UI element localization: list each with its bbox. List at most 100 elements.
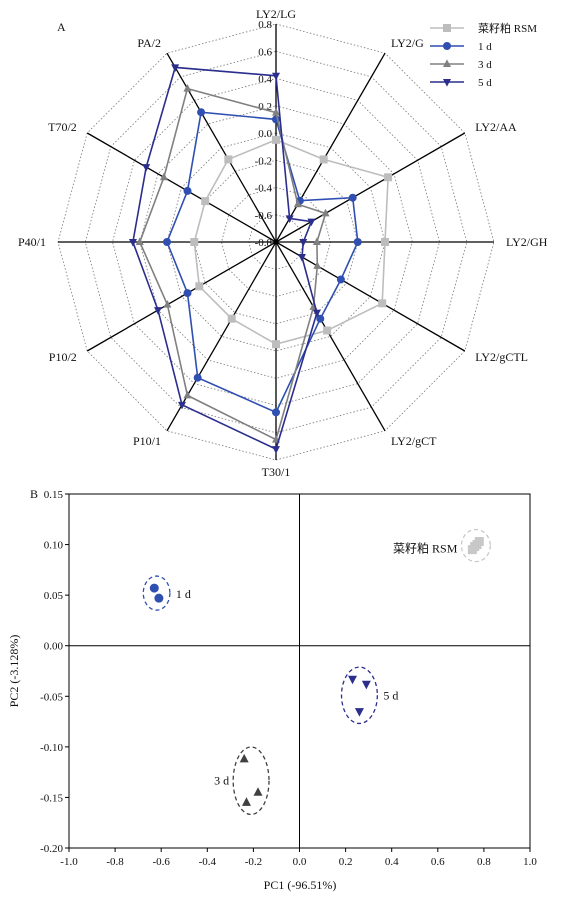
y-tick-label: -0.10 [40, 742, 63, 754]
zero-lines [69, 494, 530, 848]
axis-label: LY2/GH [506, 235, 548, 249]
spoke [275, 52, 386, 243]
panel-label-a: A [57, 20, 66, 34]
radar-chart: A 0.8 0.6 0.4 0.2 0.0 -0.2 -0.4 -0.6 -0.8 LY2/LG… [18, 7, 548, 479]
x-tick-label: -0.4 [199, 856, 217, 868]
data-point [193, 373, 202, 382]
legend: 菜籽粕 RSM 1 d 3 d 5 d [430, 21, 537, 89]
axis-label: LY2/AA [475, 120, 517, 134]
axis-label: P10/2 [49, 350, 77, 364]
radar-tick-label: 0.8 [258, 19, 272, 31]
axis-label: T30/1 [262, 465, 291, 479]
data-point [135, 237, 144, 245]
scatter-point [470, 542, 480, 552]
x-tick-label: 0.0 [293, 856, 307, 868]
data-point [272, 446, 280, 454]
data-point [195, 282, 204, 291]
pca-scatter: B -1.0 -0.8 -0.6 -0.4 -0.2 0.0 0.2 0.4 0.6 0.8 1.0… [7, 487, 537, 892]
data-point [159, 172, 168, 181]
x-tick-label: -0.8 [106, 856, 124, 868]
y-tick-label: -0.15 [40, 792, 63, 804]
data-point [313, 261, 322, 269]
data-point [142, 164, 151, 172]
radar-tick-label: 0.0 [258, 128, 272, 140]
group-ellipse [142, 575, 171, 611]
y-tick-label: 0.05 [44, 590, 64, 602]
x-tick-label: 0.8 [477, 856, 491, 868]
legend-entry: 1 d [478, 41, 492, 53]
x-tick-label: -0.2 [245, 856, 262, 868]
spoke [275, 132, 466, 243]
scatter-point [348, 675, 358, 685]
data-point [163, 238, 171, 246]
panel-label-b: B [30, 487, 38, 501]
data-point [319, 155, 328, 164]
scatter-point [239, 753, 249, 763]
spoke [275, 241, 386, 432]
x-ticks: -1.0 -0.8 -0.6 -0.4 -0.2 0.0 0.2 0.4 0.6 0.8 1.0 [60, 848, 537, 868]
radar-tick-label: -0.8 [255, 237, 273, 249]
y-tick-label: 0.10 [44, 540, 64, 552]
data-point [272, 340, 280, 349]
legend-marker [443, 59, 451, 67]
series-line [138, 87, 327, 441]
spoke [275, 241, 466, 352]
data-point [312, 309, 321, 318]
radar-tick-label: -0.4 [255, 183, 273, 195]
grid-ring [57, 23, 495, 461]
radar-tick-label: 0.6 [258, 46, 272, 58]
axis-label: LY2/gCT [391, 434, 437, 448]
data-point [381, 238, 389, 246]
data-point [272, 135, 280, 144]
data-point [201, 197, 210, 206]
data-point [183, 390, 192, 399]
x-tick-label: 0.6 [431, 856, 445, 868]
data-point [378, 299, 387, 308]
spoke [166, 241, 277, 432]
data-point [183, 84, 192, 92]
data-point [353, 238, 362, 246]
scatter-point [354, 708, 364, 717]
axis-label: P40/1 [18, 235, 46, 249]
data-point [348, 193, 357, 202]
group-label: 1 d [176, 587, 191, 601]
data-point [321, 208, 330, 217]
legend-marker [443, 42, 451, 50]
data-point [316, 314, 325, 323]
axis-label: LY2/G [391, 36, 424, 50]
data-point [190, 238, 199, 246]
radar-tick-label: 0.2 [258, 101, 272, 113]
group-ellipse [340, 666, 378, 725]
data-point [336, 275, 345, 284]
scatter-point [154, 593, 164, 603]
data-point [171, 64, 180, 72]
series-triangle-down [128, 64, 321, 454]
data-point [272, 107, 280, 116]
radar-series [128, 64, 393, 454]
series-square [190, 135, 393, 349]
scatter-point [361, 680, 371, 690]
data-point [197, 108, 206, 117]
axis-label: LY2/LG [256, 7, 296, 21]
spoke [86, 132, 277, 243]
data-point [154, 307, 163, 315]
x-tick-label: -0.6 [152, 856, 170, 868]
y-tick-label: -0.20 [40, 843, 63, 855]
radar-ticks: 0.8 0.6 0.4 0.2 0.0 -0.2 -0.4 -0.6 -0.8 [255, 19, 273, 249]
group-ellipses: 菜籽粕 RSM 1 d 3 d 5 d [142, 528, 491, 816]
data-point [312, 237, 321, 245]
data-point [285, 215, 294, 224]
group-label: 3 d [214, 774, 229, 788]
data-point [272, 72, 280, 81]
group-ellipse [232, 746, 270, 816]
spoke [86, 241, 277, 352]
legend-entry: 菜籽粕 RSM [478, 21, 537, 35]
radar-tick-label: 0.4 [258, 74, 272, 86]
y-ticks: 0.15 0.10 0.05 0.00 -0.05 -0.10 -0.15 -0.20 [40, 489, 69, 855]
series-circle [163, 108, 362, 417]
radar-tick-label: -0.6 [255, 210, 273, 222]
data-point [163, 300, 172, 308]
y-tick-label: 0.15 [44, 489, 64, 501]
y-tick-label: 0.00 [44, 641, 64, 653]
